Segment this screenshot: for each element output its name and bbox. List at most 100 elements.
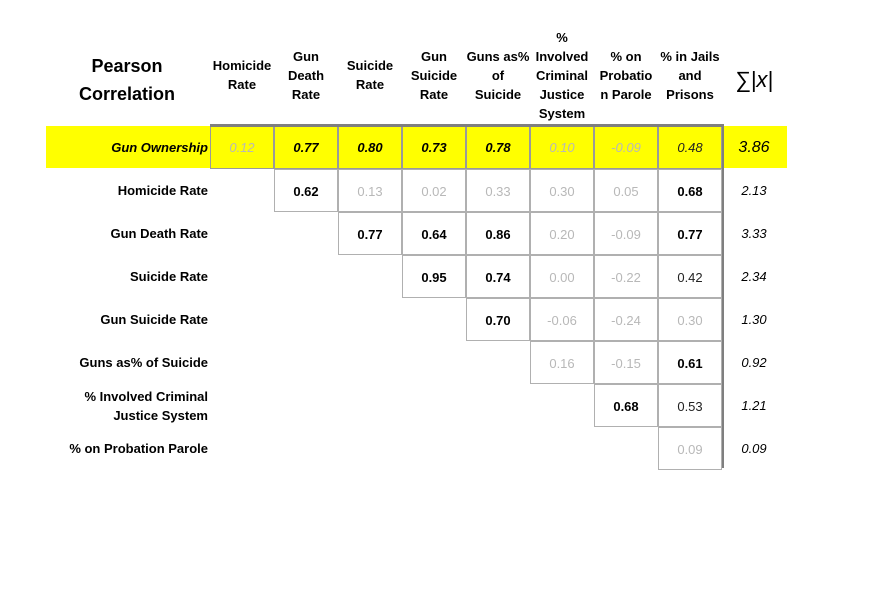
correlation-cell: 0.73	[402, 126, 466, 169]
row-label-text: Suicide Rate	[129, 269, 208, 284]
column-header: Homicide Rate	[210, 26, 274, 124]
column-header-line: Probatio	[599, 67, 653, 83]
correlation-cell: -0.22	[594, 255, 658, 298]
correlation-cell: 0.64	[402, 212, 466, 255]
correlation-cell: 0.86	[466, 212, 530, 255]
sum-column-divider	[722, 126, 724, 468]
correlation-cell: 0.42	[658, 255, 722, 298]
sum-abs-header: ∑|x|	[734, 67, 774, 92]
row-label-text: % on Probation Parole	[69, 441, 208, 456]
column-header: % in Jails and Prisons	[658, 26, 722, 124]
correlation-cell: 0.77	[338, 212, 402, 255]
column-header-line: Death	[287, 67, 325, 83]
sum-abs-cell: 3.33	[741, 226, 767, 241]
column-header: % Involved Criminal Justice System	[530, 26, 594, 124]
column-header-line: Rate	[291, 86, 321, 102]
row-label: % Involved Criminal Justice System	[8, 384, 208, 427]
column-header-line: % in Jails	[660, 48, 720, 64]
correlation-cell: 0.30	[530, 169, 594, 212]
correlation-cell: -0.09	[594, 212, 658, 255]
correlation-cell: 0.78	[466, 126, 530, 169]
correlation-cell: -0.15	[594, 341, 658, 384]
correlation-cell: 0.61	[658, 341, 722, 384]
correlation-cell: -0.09	[594, 126, 658, 169]
correlation-cell: 0.70	[466, 298, 530, 341]
correlation-cell: 0.74	[466, 255, 530, 298]
correlation-cell: 0.95	[402, 255, 466, 298]
row-label: Homicide Rate	[8, 169, 208, 212]
correlation-cell: 0.77	[274, 126, 338, 169]
correlation-cell: 0.53	[658, 384, 722, 427]
column-header-line: Involved	[535, 48, 589, 64]
correlation-cell: 0.00	[530, 255, 594, 298]
correlation-cell: 0.16	[530, 341, 594, 384]
column-header-line: Suicide	[474, 86, 522, 102]
row-label-line: Justice System	[113, 407, 208, 423]
correlation-cell: 0.05	[594, 169, 658, 212]
column-header-line: Suicide	[346, 58, 394, 73]
row-label: % on Probation Parole	[8, 427, 208, 470]
column-header: Gun Suicide Rate	[402, 26, 466, 124]
sum-abs-cell: 0.09	[741, 441, 767, 456]
gun-ownership-row-highlight	[46, 126, 787, 168]
sum-abs-cell: 0.92	[741, 355, 767, 370]
correlation-cell: 0.02	[402, 169, 466, 212]
row-label-text: Gun Death Rate	[110, 226, 208, 241]
correlation-cell: 0.09	[658, 427, 722, 470]
column-header-line: Gun	[421, 48, 447, 64]
row-label: Gun Ownership	[8, 126, 208, 169]
column-header-line: System	[538, 105, 586, 121]
column-header-line: Guns as%	[466, 48, 530, 64]
column-header-line: %	[556, 29, 568, 45]
correlation-cell: -0.24	[594, 298, 658, 341]
correlation-cell: 0.80	[338, 126, 402, 169]
correlation-cell: 0.48	[658, 126, 722, 169]
row-label: Gun Suicide Rate	[8, 298, 208, 341]
sum-abs-cell: 2.13	[741, 183, 767, 198]
sum-abs-cell: 1.30	[741, 312, 767, 327]
column-header-line: Suicide	[410, 67, 458, 83]
sum-abs-cell: 1.21	[741, 398, 767, 413]
column-header-line: Criminal	[535, 67, 588, 83]
column-header-line: and	[678, 67, 702, 83]
column-header: Suicide Rate	[338, 26, 402, 124]
sum-abs-cell: 3.86	[738, 139, 770, 156]
column-header-line: Homicide	[212, 58, 272, 73]
row-label-text: Guns as% of Suicide	[79, 355, 208, 370]
column-header-line: Rate	[227, 77, 257, 92]
column-header: Guns as% of Suicide	[466, 26, 530, 124]
correlation-cell: 0.68	[594, 384, 658, 427]
title-line: Correlation	[78, 84, 175, 104]
correlation-cell: 0.10	[530, 126, 594, 169]
column-header: % on Probatio n Parole	[594, 26, 658, 124]
correlation-cell: 0.33	[466, 169, 530, 212]
correlation-cell: -0.06	[530, 298, 594, 341]
row-label: Suicide Rate	[8, 255, 208, 298]
row-label-text: Gun Ownership	[111, 140, 208, 155]
header-divider	[210, 124, 724, 127]
column-header: Gun Death Rate	[274, 26, 338, 124]
correlation-cell: 0.68	[658, 169, 722, 212]
column-header-line: Rate	[419, 86, 449, 102]
correlation-cell: 0.20	[530, 212, 594, 255]
column-header-line: Prisons	[666, 86, 714, 102]
row-label: Guns as% of Suicide	[8, 341, 208, 384]
row-label-line: % Involved Criminal	[84, 388, 208, 404]
column-header-line: Gun	[293, 48, 319, 64]
column-header-line: % on	[610, 48, 642, 64]
correlation-cell: 0.77	[658, 212, 722, 255]
row-label-text: Gun Suicide Rate	[100, 312, 208, 327]
table-title: Pearson Correlation	[62, 52, 192, 108]
column-header-line: of	[491, 67, 505, 83]
sum-abs-cell: 2.34	[741, 269, 767, 284]
row-label-text: Homicide Rate	[117, 183, 208, 198]
column-header-line: n Parole	[600, 86, 652, 102]
correlation-cell: 0.12	[210, 126, 274, 169]
title-line: Pearson	[91, 56, 163, 76]
correlation-cell: 0.62	[274, 169, 338, 212]
correlation-cell: 0.13	[338, 169, 402, 212]
row-label: Gun Death Rate	[8, 212, 208, 255]
correlation-cell: 0.30	[658, 298, 722, 341]
column-header-line: Rate	[355, 77, 385, 92]
column-header-line: Justice	[539, 86, 585, 102]
